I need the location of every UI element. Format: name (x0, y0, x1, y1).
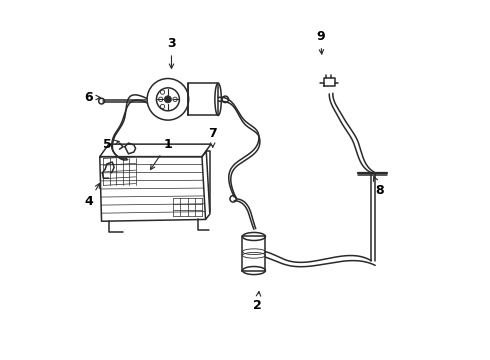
Text: 9: 9 (316, 30, 324, 54)
Text: 2: 2 (253, 292, 262, 312)
Text: 6: 6 (85, 91, 100, 104)
Circle shape (164, 96, 171, 103)
Text: 7: 7 (208, 127, 217, 147)
Text: 3: 3 (167, 37, 176, 68)
Text: 5: 5 (102, 138, 119, 150)
Text: 4: 4 (85, 184, 99, 208)
Text: 1: 1 (150, 138, 172, 170)
Text: 8: 8 (373, 176, 384, 197)
